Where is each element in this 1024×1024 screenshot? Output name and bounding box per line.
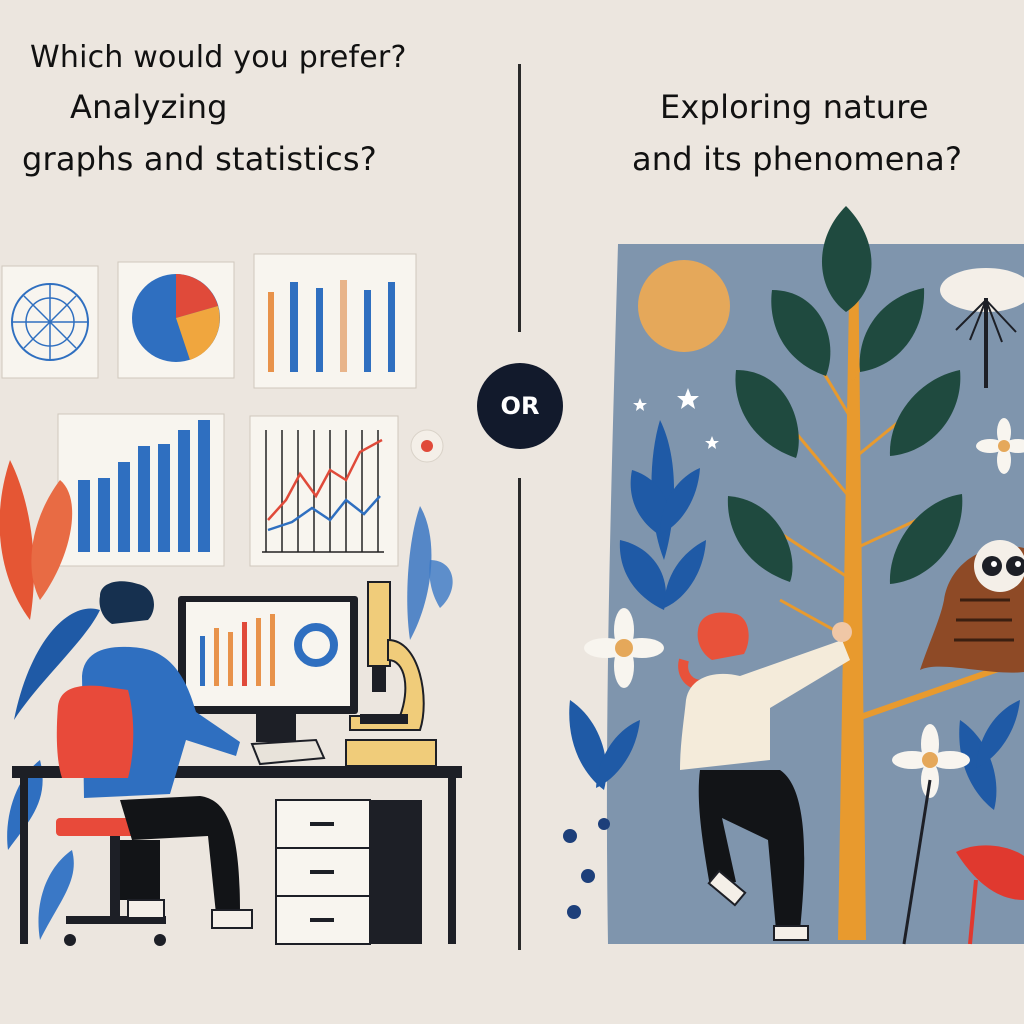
bar-chart-poster-large <box>57 413 225 567</box>
keyboard <box>250 738 326 766</box>
white-flower-3 <box>976 418 1024 474</box>
red-flower <box>956 845 1024 900</box>
divider-bottom <box>518 478 521 950</box>
bar-chart-poster-top <box>253 253 417 389</box>
dandelion-tree <box>940 268 1024 388</box>
white-flower-2 <box>892 724 970 945</box>
nature-scene <box>563 206 1024 945</box>
line-chart-poster <box>249 415 399 567</box>
or-badge[interactable]: OR <box>477 363 563 449</box>
sun-icon <box>638 260 730 352</box>
right-option-line2: and its phenomena? <box>632 140 963 178</box>
microscope-icon <box>345 581 437 767</box>
owl-icon <box>920 540 1024 673</box>
computer-monitor <box>178 596 358 742</box>
divider-top <box>518 64 521 332</box>
or-label: OR <box>500 392 540 420</box>
analyst-scene <box>0 253 462 946</box>
stars <box>633 388 719 449</box>
pie-chart-poster <box>117 261 235 379</box>
white-flower <box>584 608 664 688</box>
explorer-person <box>678 612 852 941</box>
desk-drawers <box>275 799 422 945</box>
left-option-line2: graphs and statistics? <box>22 140 377 178</box>
radar-chart-poster <box>1 265 99 379</box>
question-title: Which would you prefer? <box>30 40 407 75</box>
red-leaf-plant <box>0 460 34 620</box>
central-tree <box>727 206 1024 940</box>
fern-plants <box>569 420 1020 810</box>
left-option-line1: Analyzing <box>70 88 228 126</box>
right-option-line1: Exploring nature <box>660 88 929 126</box>
analyst-person <box>56 581 253 929</box>
berries <box>563 818 610 919</box>
